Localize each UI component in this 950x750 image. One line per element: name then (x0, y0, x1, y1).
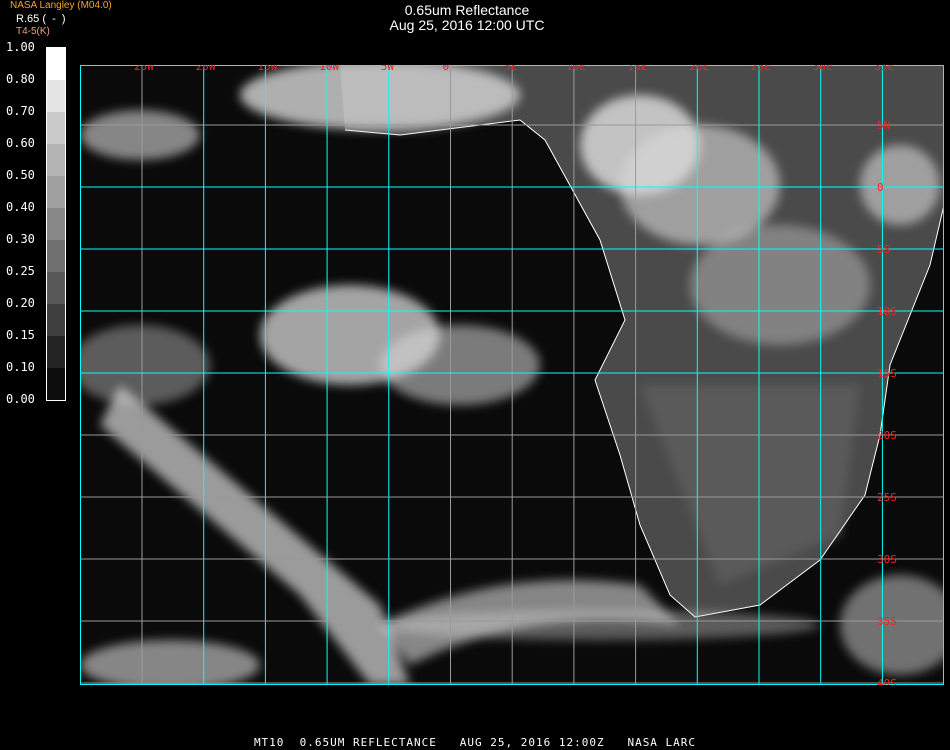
latitude-label: 10S (877, 305, 897, 318)
legend-tick-label: 0.50 (6, 168, 35, 182)
legend-unit-text: R.65 (16, 13, 40, 25)
legend-swatch (47, 144, 65, 176)
legend-swatch (47, 112, 65, 144)
latitude-label: 5N (877, 119, 890, 132)
map-frame (80, 65, 944, 685)
legend-tick-label: 0.30 (6, 232, 35, 246)
legend-tick-label: 0.60 (6, 136, 35, 150)
latitude-label: 35S (877, 615, 897, 628)
longitude-label: 10E (566, 65, 586, 73)
lat-lon-grid (80, 65, 944, 685)
legend-tick-label: 0.80 (6, 72, 35, 86)
latitude-label: 0 (877, 181, 884, 194)
color-scale-bar (46, 47, 66, 401)
legend-tick-label: 1.00 (6, 40, 35, 54)
legend-swatch (47, 80, 65, 112)
credit-label: NASA Langley (M04.0) (10, 0, 112, 11)
legend-tick-label: 0.00 (6, 392, 35, 406)
timestamp: Aug 25, 2016 12:00 UTC (389, 17, 545, 33)
legend-swatch (47, 304, 65, 336)
legend-tick-label: 0.20 (6, 296, 35, 310)
latitude-label: 30S (877, 553, 897, 566)
grid-labels: 25W 20W 15W 10W 5W 0 5E 10E 15E 20E 25E 30E 35E 5N 0 5S… (134, 65, 897, 685)
legend-secondary-unit: T4-5(K) (16, 26, 50, 37)
longitude-label: 25E (751, 65, 771, 73)
longitude-label: 20W (196, 65, 216, 73)
latitude-label: 5S (877, 243, 890, 256)
latitude-label: 25S (877, 491, 897, 504)
longitude-label: 10W (319, 65, 339, 73)
legend-swatch (47, 240, 65, 272)
legend-swatch (47, 272, 65, 304)
longitude-label: 0 (443, 65, 450, 73)
longitude-label: 5E (504, 65, 517, 73)
legend-unit: R.65 ( - ) (16, 13, 66, 25)
satellite-map: 25W 20W 15W 10W 5W 0 5E 10E 15E 20E 25E 30E 35E 5N 0 5S… (80, 65, 944, 685)
longitude-label: 30E (813, 65, 833, 73)
cloud-cover (80, 65, 944, 685)
longitude-label: 15E (628, 65, 648, 73)
latitude-label: 15S (877, 367, 897, 380)
longitude-label: 25W (134, 65, 154, 73)
legend-tick-label: 0.25 (6, 264, 35, 278)
product-title: 0.65um Reflectance (404, 2, 530, 18)
legend-tick-label: 0.70 (6, 104, 35, 118)
longitude-label: 5W (381, 65, 395, 73)
footer-caption: MT10 0.65UM REFLECTANCE AUG 25, 2016 12:… (253, 736, 697, 749)
longitude-label: 20E (689, 65, 709, 73)
legend-swatch (47, 48, 65, 80)
latitude-label: 40S (877, 677, 897, 685)
legend-unit-paren: ( - ) (42, 13, 66, 25)
legend-tick-label: 0.15 (6, 328, 35, 342)
coastline (344, 119, 944, 618)
legend-tick-label: 0.40 (6, 200, 35, 214)
longitude-label: 15W (257, 65, 277, 73)
legend-swatch (47, 368, 65, 400)
legend-tick-label: 0.10 (6, 360, 35, 374)
latitude-label: 20S (877, 429, 897, 442)
image-title: 0.65um Reflectance Aug 25, 2016 12:00 UT… (0, 3, 934, 33)
legend-swatch (47, 176, 65, 208)
legend-swatch (47, 336, 65, 368)
legend-swatch (47, 208, 65, 240)
longitude-label: 35E (874, 65, 894, 73)
